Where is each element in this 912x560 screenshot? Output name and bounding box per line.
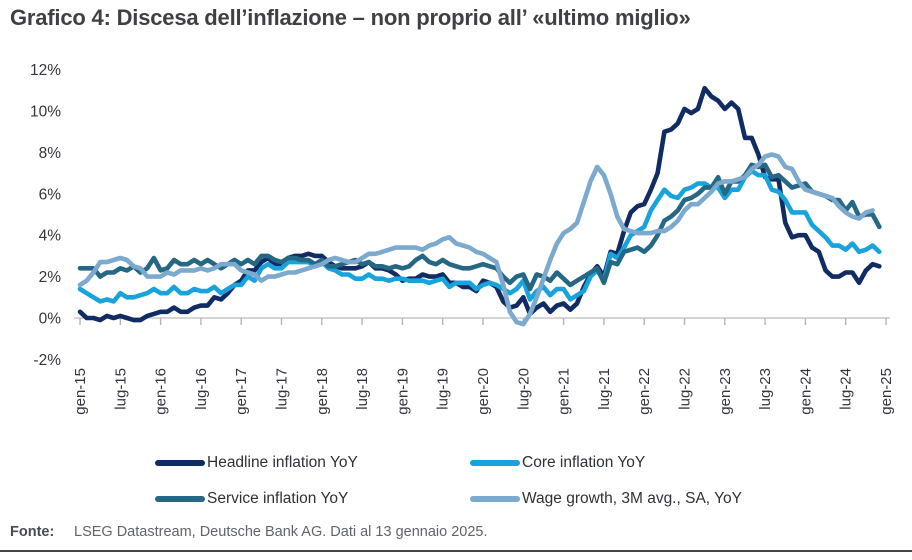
svg-text:gen-20: gen-20 bbox=[475, 368, 492, 415]
svg-text:gen-21: gen-21 bbox=[556, 368, 573, 415]
legend-item-headline: Headline inflation YoY bbox=[155, 450, 470, 476]
svg-text:lug-20: lug-20 bbox=[515, 368, 532, 410]
svg-text:lug-15: lug-15 bbox=[112, 368, 129, 410]
svg-text:4%: 4% bbox=[39, 228, 62, 245]
source-label: Fonte: bbox=[10, 524, 55, 540]
svg-text:12%: 12% bbox=[30, 62, 61, 79]
svg-text:0%: 0% bbox=[39, 311, 62, 328]
legend-label-headline: Headline inflation YoY bbox=[207, 454, 358, 471]
source-text: LSEG Datastream, Deutsche Bank AG. Dati … bbox=[74, 524, 488, 540]
core-series-swatch bbox=[470, 460, 520, 466]
svg-text:lug-23: lug-23 bbox=[757, 368, 774, 410]
svg-text:2%: 2% bbox=[39, 269, 62, 286]
inflation-line-chart: gen-15 lug-15 gen-16 lug-16 gen-17 lug-17 gen-… bbox=[30, 62, 895, 415]
svg-text:6%: 6% bbox=[39, 186, 62, 203]
legend-item-core: Core inflation YoY bbox=[470, 450, 855, 476]
chart-legend: Headline inflation YoY Core inflation Yo… bbox=[155, 450, 855, 512]
service-series-swatch bbox=[155, 496, 205, 502]
svg-text:lug-17: lug-17 bbox=[274, 368, 291, 410]
legend-label-service: Service inflation YoY bbox=[207, 490, 349, 507]
legend-label-core: Core inflation YoY bbox=[522, 454, 646, 471]
svg-text:gen-25: gen-25 bbox=[878, 368, 895, 415]
svg-text:gen-24: gen-24 bbox=[797, 368, 814, 415]
chart-title: Grafico 4: Discesa dell’inflazione – non… bbox=[10, 5, 691, 30]
svg-text:lug-16: lug-16 bbox=[193, 368, 210, 410]
svg-text:lug-24: lug-24 bbox=[838, 368, 855, 410]
wage-series-swatch bbox=[470, 496, 520, 502]
svg-text:lug-22: lug-22 bbox=[677, 368, 694, 410]
svg-text:gen-18: gen-18 bbox=[314, 368, 331, 415]
svg-text:-2%: -2% bbox=[33, 352, 61, 369]
legend-item-service: Service inflation YoY bbox=[155, 486, 470, 512]
bottom-divider bbox=[0, 550, 912, 552]
svg-text:gen-23: gen-23 bbox=[717, 368, 734, 415]
legend-label-wage: Wage growth, 3M avg., SA, YoY bbox=[522, 490, 742, 507]
svg-text:gen-15: gen-15 bbox=[72, 368, 89, 415]
svg-text:8%: 8% bbox=[39, 145, 62, 162]
headline-series-swatch bbox=[155, 460, 205, 466]
svg-text:lug-19: lug-19 bbox=[435, 368, 452, 410]
svg-text:gen-17: gen-17 bbox=[233, 368, 250, 415]
svg-text:lug-18: lug-18 bbox=[354, 368, 371, 410]
svg-text:gen-22: gen-22 bbox=[636, 368, 653, 415]
legend-item-wage: Wage growth, 3M avg., SA, YoY bbox=[470, 486, 855, 512]
svg-text:lug-21: lug-21 bbox=[596, 368, 613, 410]
source-note: Fonte: LSEG Datastream, Deutsche Bank AG… bbox=[10, 524, 902, 540]
svg-text:gen-16: gen-16 bbox=[153, 368, 170, 415]
svg-text:gen-19: gen-19 bbox=[394, 368, 411, 415]
svg-text:10%: 10% bbox=[30, 104, 61, 121]
